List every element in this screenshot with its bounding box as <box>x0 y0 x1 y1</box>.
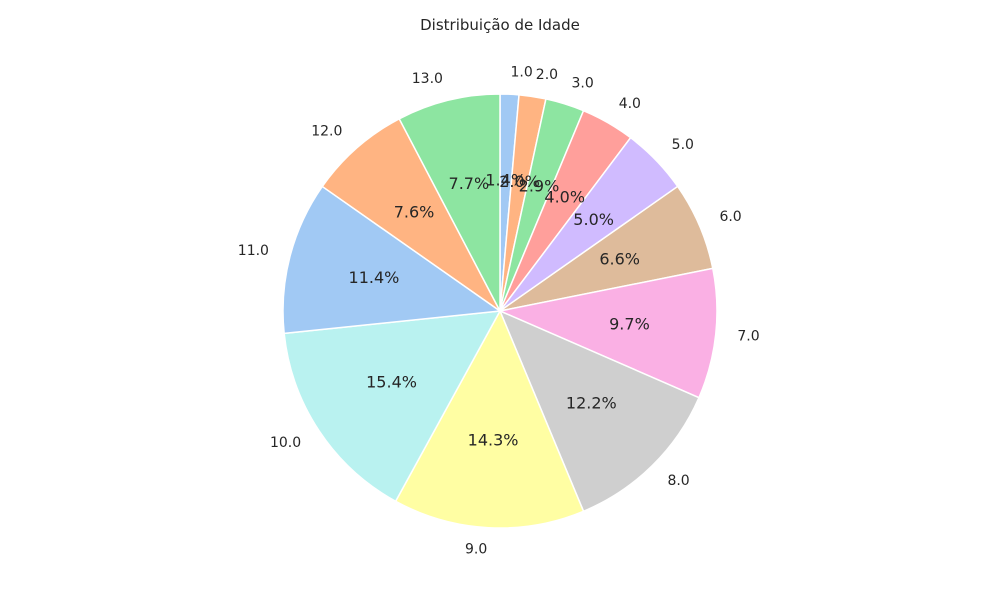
category-label: 5.0 <box>672 137 694 153</box>
percentage-label: 12.2% <box>566 393 617 412</box>
category-label: 9.0 <box>465 541 487 557</box>
pie-slice-7.0 <box>497 267 718 399</box>
category-label: 11.0 <box>238 243 269 259</box>
percentage-labels: 1.4%2.0%2.9%4.0% 5.0% 6.6% 9.7% 12.2% 14.3% 15… <box>349 170 650 449</box>
percentage-label: 9.7% <box>609 314 650 333</box>
chart-title: Distribuição de Idade <box>420 16 580 34</box>
category-label: 3.0 <box>571 75 593 91</box>
pie-slice-13.0 <box>398 93 501 312</box>
percentage-label: 14.3% <box>468 431 519 450</box>
percentage-label: 4.0% <box>544 188 585 207</box>
category-label: 12.0 <box>311 124 342 140</box>
category-label: 4.0 <box>619 96 641 112</box>
percentage-label: 7.7% <box>449 174 490 193</box>
category-labels: 1.0 2.0 3.0 4.0 5.0 6.0 7.0 8.0 9.0 10.0 11.0 12.0 1… <box>238 65 760 558</box>
pie-slices <box>282 93 718 529</box>
percentage-label: 1.4% <box>485 170 526 189</box>
pie-slice-8.0 <box>498 309 700 513</box>
pie-slice-12.0 <box>321 117 501 312</box>
percentage-label: 7.6% <box>394 203 435 222</box>
category-label: 13.0 <box>412 71 443 87</box>
category-label: 8.0 <box>667 473 689 489</box>
percentage-label: 15.4% <box>366 373 417 392</box>
percentage-label: 5.0% <box>573 210 614 229</box>
pie-slice-10.0 <box>283 310 502 503</box>
category-label: 6.0 <box>719 209 741 225</box>
category-label: 2.0 <box>536 67 558 83</box>
percentage-label: 11.4% <box>349 268 400 287</box>
category-label: 7.0 <box>737 328 759 344</box>
pie-slice-9.0 <box>394 309 585 529</box>
percentage-label: 2.0% <box>499 172 540 191</box>
category-label: 1.0 <box>510 65 532 81</box>
category-label: 10.0 <box>270 435 301 451</box>
pie-slice-11.0 <box>282 185 503 335</box>
percentage-label: 6.6% <box>599 249 640 268</box>
percentage-label: 2.9% <box>519 176 560 195</box>
